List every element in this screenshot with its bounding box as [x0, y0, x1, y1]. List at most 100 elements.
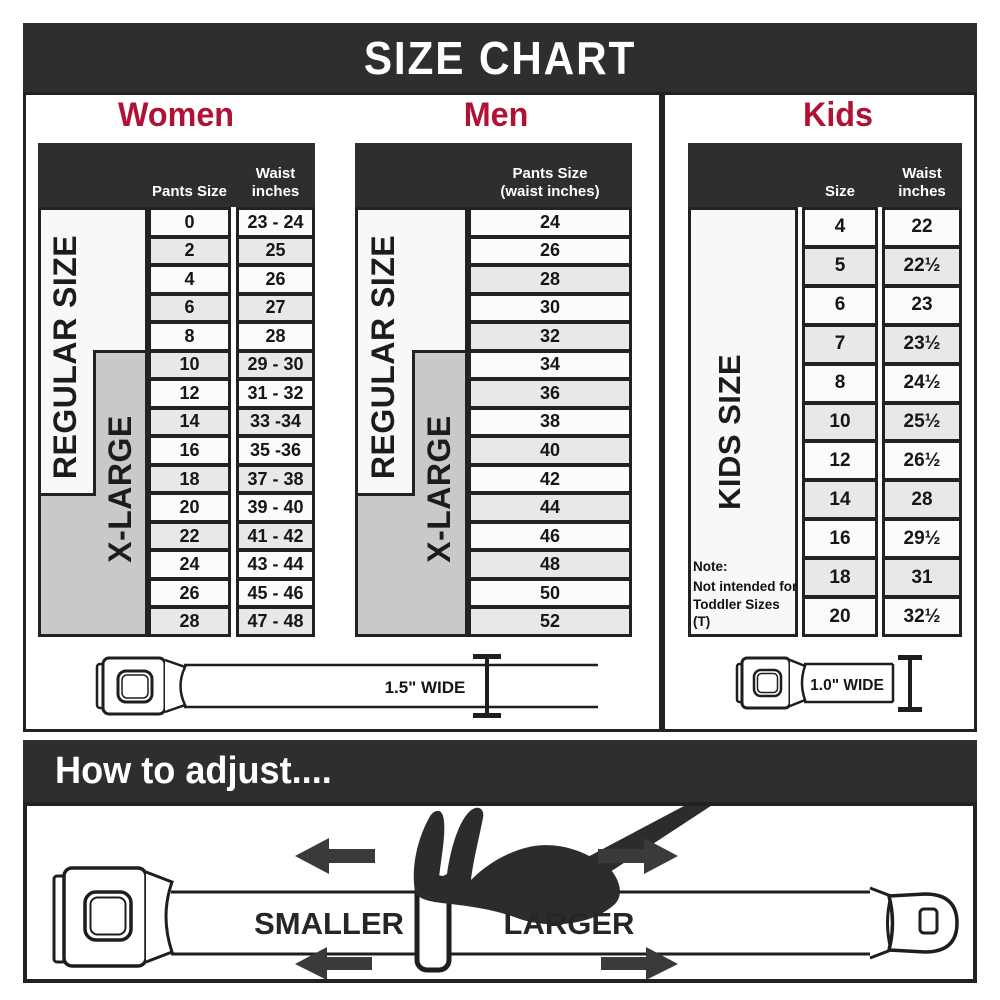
table-cell: 5 — [805, 248, 875, 284]
table-cell: 12 — [151, 381, 228, 406]
table-cell: 22 — [151, 523, 228, 549]
table-cell: 39 - 40 — [239, 495, 312, 520]
title-bar: SIZE CHART — [23, 23, 977, 92]
table-cell: 35 -36 — [239, 438, 312, 463]
table-cell: 23½ — [885, 326, 959, 362]
table-cell: 46 — [471, 523, 629, 549]
table-cell: 23 — [885, 287, 959, 323]
table-cell: 25½ — [885, 404, 959, 440]
table-cell: 52 — [471, 609, 629, 634]
women-pants-size-column: 0 2 4 6 8 10 12 14 16 18 20 22 24 26 28 — [148, 207, 231, 637]
kids-belt-width-label: 1.0" WIDE — [810, 677, 884, 694]
kids-size-label: KIDS SIZE — [712, 354, 747, 510]
table-cell: 38 — [471, 409, 629, 435]
table-cell: 27 — [239, 295, 312, 321]
adult-belt-width-label: 1.5" WIDE — [385, 678, 466, 697]
adjust-arrows — [295, 838, 678, 979]
table-cell: 33 -34 — [239, 409, 312, 435]
table-cell: 24 — [471, 210, 629, 235]
kids-waist-header: Waist inches — [898, 164, 946, 201]
kids-size-column: 4 5 6 7 8 10 12 14 16 18 20 — [802, 207, 878, 637]
kids-note: Note: Not intended for Toddler Sizes (T) — [693, 558, 799, 631]
women-heading: Women — [117, 96, 235, 134]
men-size-table: Pants Size (waist inches) REGULAR SIZE X… — [355, 143, 632, 637]
women-regular-size-label: REGULAR SIZE — [47, 235, 83, 479]
width-measure-icon — [898, 655, 922, 712]
table-cell: 43 - 44 — [239, 552, 312, 577]
table-cell: 10 — [805, 404, 875, 440]
table-cell: 29½ — [885, 521, 959, 557]
seatbelt-buckle-icon — [735, 656, 807, 710]
table-cell: 16 — [805, 521, 875, 557]
table-cell: 26 — [151, 580, 228, 606]
men-xlarge-box — [355, 350, 468, 637]
women-size-table: Pants Size Waist inches REGULAR SIZE X-L… — [38, 143, 315, 637]
men-heading: Men — [463, 96, 529, 134]
table-cell: 18 — [805, 560, 875, 596]
table-cell: 8 — [805, 365, 875, 401]
arrow-right-icon — [598, 838, 678, 874]
table-cell: 44 — [471, 495, 629, 520]
table-cell: 16 — [151, 438, 228, 463]
table-cell: 31 — [885, 560, 959, 596]
table-cell: 0 — [151, 210, 228, 235]
table-cell: 42 — [471, 466, 629, 492]
how-to-adjust-panel: SMALLER LARGER — [23, 802, 977, 983]
men-table-header: Pants Size (waist inches) — [355, 143, 632, 207]
kids-heading: Kids — [802, 96, 874, 134]
women-table-header: Pants Size Waist inches — [38, 143, 315, 207]
belt-strap — [184, 663, 598, 709]
table-cell: 29 - 30 — [239, 352, 312, 378]
table-cell: 32½ — [885, 599, 959, 634]
how-to-adjust-heading: How to adjust.... — [55, 749, 332, 792]
men-regular-size-label: REGULAR SIZE — [365, 235, 401, 479]
table-cell: 31 - 32 — [239, 381, 312, 406]
men-pants-size-column: 24 26 28 30 32 34 36 38 40 42 44 46 48 50 52 — [468, 207, 632, 637]
table-cell: 23 - 24 — [239, 210, 312, 235]
belt-strap — [804, 662, 895, 704]
women-size-category-graphic: REGULAR SIZE X-LARGE — [38, 207, 148, 637]
kids-size-box — [688, 207, 798, 637]
table-cell: 28 — [885, 482, 959, 518]
table-cell: 8 — [151, 324, 228, 349]
kids-note-title: Note: — [693, 558, 728, 574]
women-pants-size-header: Pants Size — [151, 183, 228, 201]
panel-divider — [659, 92, 665, 732]
table-cell: 14 — [151, 409, 228, 435]
adult-belt-illustration: 1.5" WIDE — [95, 654, 598, 718]
table-cell: 37 - 38 — [239, 466, 312, 492]
arrow-left-icon — [295, 947, 372, 979]
hand-icon — [413, 807, 643, 925]
belt-tip — [869, 886, 959, 960]
table-cell: 48 — [471, 552, 629, 577]
women-waist-column: 23 - 24 25 26 27 28 29 - 30 31 - 32 33 -34 35 -3… — [236, 207, 315, 637]
table-cell: 22 — [885, 210, 959, 245]
table-cell: 32 — [471, 324, 629, 349]
kids-size-table: Size Waist inches KIDS SIZE Note: Not in… — [688, 143, 962, 637]
kids-waist-column: 22 22½ 23 23½ 24½ 25½ 26½ 28 29½ 31 32½ — [882, 207, 962, 637]
table-cell: 41 - 42 — [239, 523, 312, 549]
kids-note-line: Not intended for — [693, 579, 798, 595]
table-cell: 26½ — [885, 443, 959, 479]
table-cell: 47 - 48 — [239, 609, 312, 634]
width-measure-icon — [473, 654, 501, 718]
adjust-belt-illustration: SMALLER LARGER — [52, 806, 959, 979]
table-cell: 2 — [151, 238, 228, 264]
table-cell: 28 — [471, 267, 629, 292]
table-cell: 10 — [151, 352, 228, 378]
women-xlarge-box — [38, 350, 148, 637]
men-pants-size-header: Pants Size (waist inches) — [500, 164, 600, 201]
smaller-label: SMALLER — [254, 906, 404, 941]
table-cell: 25 — [239, 238, 312, 264]
table-cell: 7 — [805, 326, 875, 362]
table-cell: 50 — [471, 580, 629, 606]
table-cell: 28 — [239, 324, 312, 349]
table-cell: 18 — [151, 466, 228, 492]
kids-table-header: Size Waist inches — [688, 143, 962, 207]
kids-size-header: Size — [824, 183, 855, 201]
table-cell: 40 — [471, 438, 629, 463]
table-cell: 22½ — [885, 248, 959, 284]
kids-note-line: Toddler Sizes (T) — [693, 596, 780, 630]
women-xlarge-label: X-LARGE — [102, 415, 138, 563]
